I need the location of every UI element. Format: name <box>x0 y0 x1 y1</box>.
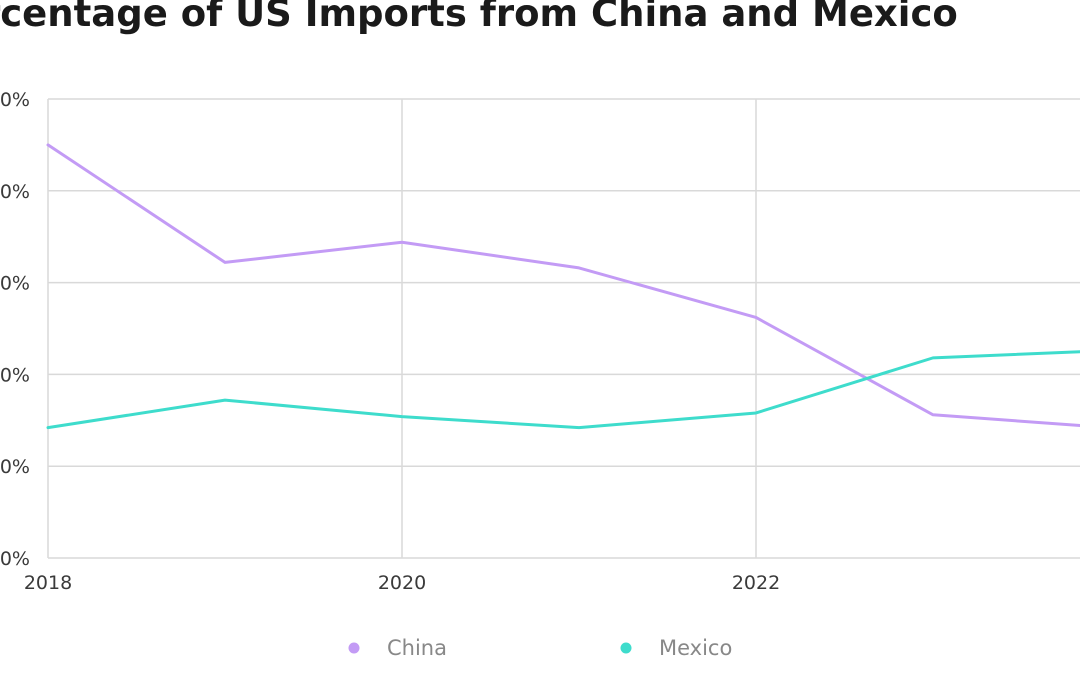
legend-marker-china <box>348 642 360 654</box>
y-tick-label: 0% <box>0 273 30 295</box>
chart-title: rcentage of US Imports from China and Me… <box>0 0 958 35</box>
x-tick-label: 2022 <box>732 572 780 594</box>
series-line-china <box>46 143 1080 427</box>
legend-label-mexico: Mexico <box>659 636 732 660</box>
legend-marker-mexico <box>620 642 632 654</box>
x-tick-label: 2018 <box>24 572 72 594</box>
y-tick-label: 0% <box>0 456 30 478</box>
y-axis-tick-labels: 0% 0% 0% 0% 0% 0% <box>0 89 30 570</box>
x-axis-tick-labels: 2018 2020 2022 <box>24 572 780 594</box>
x-tick-label: 2020 <box>378 572 426 594</box>
legend: China Mexico <box>348 636 732 660</box>
legend-label-china: China <box>387 636 447 660</box>
y-tick-label: 0% <box>0 364 30 386</box>
y-tick-label: 0% <box>0 89 30 111</box>
y-tick-label: 0% <box>0 181 30 203</box>
series-line-mexico <box>46 350 1080 430</box>
grid-lines <box>47 98 1080 559</box>
y-tick-label: 0% <box>0 548 30 570</box>
series-lines <box>46 143 1080 430</box>
